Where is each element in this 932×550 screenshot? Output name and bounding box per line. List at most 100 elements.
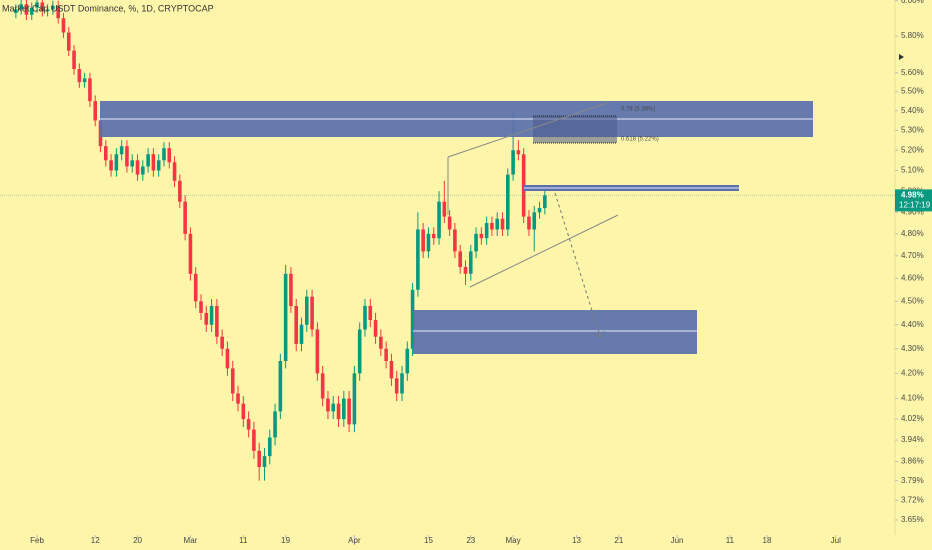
candle-body bbox=[289, 273, 293, 306]
candle-body bbox=[119, 146, 124, 155]
candle-body bbox=[310, 296, 314, 330]
candle-body bbox=[426, 233, 431, 252]
channel-line bbox=[447, 102, 608, 158]
x-tick-label: 23 bbox=[466, 536, 475, 545]
y-tick-label: 4.20% bbox=[901, 368, 924, 377]
y-tick-label: 5.10% bbox=[901, 166, 924, 175]
x-tick-label: 21 bbox=[614, 536, 623, 545]
candle-body bbox=[24, 4, 29, 15]
candle-body bbox=[114, 154, 119, 171]
x-tick-label: Mar bbox=[184, 536, 198, 545]
candle-body bbox=[178, 180, 182, 202]
y-tick-label: 4.40% bbox=[901, 320, 924, 329]
x-tick-label: 20 bbox=[133, 536, 142, 545]
y-tick-label: 4.10% bbox=[901, 394, 924, 403]
x-tick-label: 13 bbox=[572, 536, 581, 545]
candle-body bbox=[162, 148, 166, 161]
fib-label: 0.618 (5.22%) bbox=[621, 137, 659, 143]
candle-body bbox=[45, 9, 50, 12]
candle-body bbox=[77, 69, 82, 83]
candle-body bbox=[209, 305, 214, 325]
candle-body bbox=[373, 320, 378, 337]
chart-title: Market Cap USDT Dominance, %, 1D, CRYPTO… bbox=[2, 3, 214, 13]
candle-body bbox=[490, 223, 494, 230]
candle-body bbox=[183, 201, 187, 234]
scroll-icon bbox=[899, 54, 904, 60]
x-tick-label: Feb bbox=[30, 536, 44, 545]
y-tick-label: 3.65% bbox=[901, 515, 924, 524]
y-tick-label: 5.60% bbox=[901, 68, 924, 77]
candle-body bbox=[416, 229, 420, 290]
candle-body bbox=[405, 348, 410, 374]
candle-body bbox=[51, 5, 55, 10]
price-label: 4.98% bbox=[901, 190, 924, 199]
channel-line bbox=[469, 214, 619, 288]
candle-body bbox=[199, 301, 203, 313]
candle-body bbox=[278, 360, 283, 412]
candles bbox=[14, 0, 547, 481]
candle-body bbox=[257, 450, 261, 467]
candle-body bbox=[61, 18, 66, 33]
candle-body bbox=[135, 160, 140, 175]
candle-body bbox=[267, 437, 272, 457]
y-tick-label: 5.40% bbox=[901, 106, 924, 115]
fib-label: 0.78 (5.38%) bbox=[621, 107, 655, 113]
candle-body bbox=[66, 32, 71, 51]
arrow-head bbox=[593, 330, 605, 338]
candle-body bbox=[336, 403, 341, 420]
candle-body bbox=[347, 398, 351, 425]
candle-body bbox=[543, 195, 547, 209]
countdown: 12:17:19 bbox=[899, 200, 931, 209]
y-tick-label: 4.02% bbox=[901, 414, 924, 423]
y-tick-label: 5.80% bbox=[901, 31, 924, 40]
candle-body bbox=[516, 150, 521, 155]
drawings: 0.78 (5.38%) 0.618 (5.22%) bbox=[100, 101, 813, 354]
x-tick-label: 11 bbox=[726, 536, 735, 545]
candle-body bbox=[479, 233, 484, 239]
x-tick-label: Apr bbox=[348, 536, 361, 545]
y-tick-label: 5.50% bbox=[901, 87, 924, 96]
candle-body bbox=[294, 305, 299, 344]
candle-body bbox=[172, 162, 177, 181]
candle-body bbox=[458, 251, 462, 268]
candle-body bbox=[93, 101, 98, 121]
candle-body bbox=[156, 160, 161, 171]
y-tick-label: 3.86% bbox=[901, 457, 924, 466]
x-tick-label: Jul bbox=[831, 536, 841, 545]
y-tick-label: 3.79% bbox=[901, 476, 924, 485]
candle-body bbox=[437, 201, 441, 239]
candle-body bbox=[511, 150, 515, 175]
candle-body bbox=[204, 312, 209, 325]
candle-body bbox=[400, 373, 404, 394]
y-tick-label: 6.00% bbox=[901, 0, 924, 5]
candle-body bbox=[88, 78, 92, 102]
x-tick-label: 11 bbox=[239, 536, 248, 545]
candle-body bbox=[474, 233, 478, 252]
candle-body bbox=[484, 223, 489, 239]
x-tick-label: 18 bbox=[763, 536, 772, 545]
y-tick-label: 4.70% bbox=[901, 251, 924, 260]
candle-body bbox=[368, 305, 373, 321]
candle-body bbox=[532, 212, 537, 230]
candle-body bbox=[320, 373, 325, 399]
candle-body bbox=[125, 146, 129, 167]
candle-body bbox=[40, 2, 45, 12]
candle-body bbox=[252, 429, 256, 451]
y-tick-label: 5.20% bbox=[901, 145, 924, 154]
candle-body bbox=[463, 267, 468, 274]
y-tick-label: 4.30% bbox=[901, 344, 924, 353]
candle-body bbox=[521, 154, 526, 217]
candle-body bbox=[283, 273, 288, 361]
candle-body bbox=[72, 50, 76, 70]
candle-body bbox=[379, 336, 383, 349]
candle-body bbox=[384, 348, 388, 361]
candle-body bbox=[193, 273, 198, 302]
price-label-box bbox=[895, 189, 932, 212]
candle-body bbox=[468, 251, 473, 274]
candle-body bbox=[188, 233, 193, 274]
fib-area bbox=[533, 116, 617, 143]
candle-body bbox=[500, 218, 505, 230]
candle-body bbox=[56, 5, 60, 19]
x-tick-label: 19 bbox=[281, 536, 290, 545]
